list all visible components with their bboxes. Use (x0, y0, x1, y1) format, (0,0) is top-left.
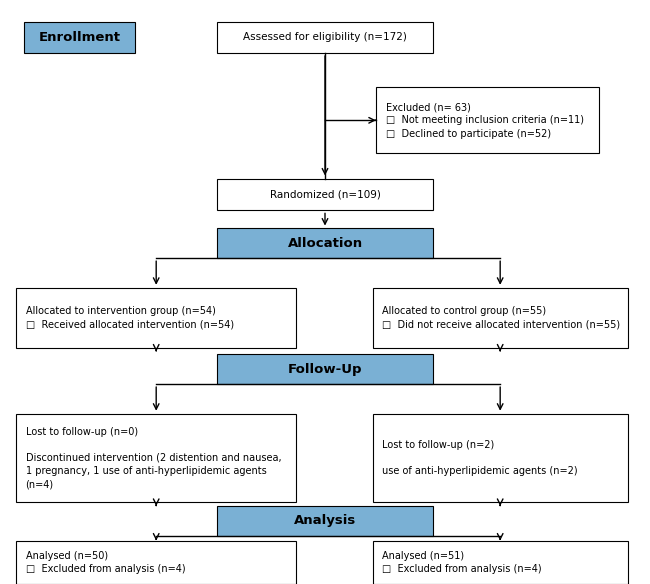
FancyBboxPatch shape (373, 413, 627, 502)
Text: Lost to follow-up (n=2)

use of anti-hyperlipidemic agents (n=2): Lost to follow-up (n=2) use of anti-hype… (382, 440, 578, 476)
FancyBboxPatch shape (216, 506, 434, 536)
Text: Analysed (n=51)
□  Excluded from analysis (n=4): Analysed (n=51) □ Excluded from analysis… (382, 551, 542, 573)
Text: Analysis: Analysis (294, 515, 356, 527)
Text: Randomized (n=109): Randomized (n=109) (270, 190, 380, 200)
Text: Allocated to intervention group (n=54)
□  Received allocated intervention (n=54): Allocated to intervention group (n=54) □… (25, 306, 234, 329)
FancyBboxPatch shape (216, 228, 434, 258)
FancyBboxPatch shape (216, 22, 434, 53)
FancyBboxPatch shape (216, 179, 434, 210)
FancyBboxPatch shape (373, 288, 627, 348)
FancyBboxPatch shape (16, 288, 296, 348)
Text: Allocated to control group (n=55)
□  Did not receive allocated intervention (n=5: Allocated to control group (n=55) □ Did … (382, 306, 621, 329)
FancyBboxPatch shape (376, 88, 599, 153)
FancyBboxPatch shape (216, 354, 434, 384)
FancyBboxPatch shape (373, 541, 627, 583)
Text: Follow-Up: Follow-Up (288, 363, 362, 376)
FancyBboxPatch shape (24, 22, 135, 53)
Text: Lost to follow-up (n=0)

Discontinued intervention (2 distention and nausea,
1 p: Lost to follow-up (n=0) Discontinued int… (25, 426, 281, 489)
Text: Allocation: Allocation (287, 237, 363, 250)
Text: Enrollment: Enrollment (39, 31, 121, 44)
Text: Analysed (n=50)
□  Excluded from analysis (n=4): Analysed (n=50) □ Excluded from analysis… (25, 551, 185, 573)
Text: Excluded (n= 63)
□  Not meeting inclusion criteria (n=11)
□  Declined to partici: Excluded (n= 63) □ Not meeting inclusion… (385, 102, 584, 138)
FancyBboxPatch shape (16, 413, 296, 502)
Text: Assessed for eligibility (n=172): Assessed for eligibility (n=172) (243, 32, 407, 42)
FancyBboxPatch shape (16, 541, 296, 583)
